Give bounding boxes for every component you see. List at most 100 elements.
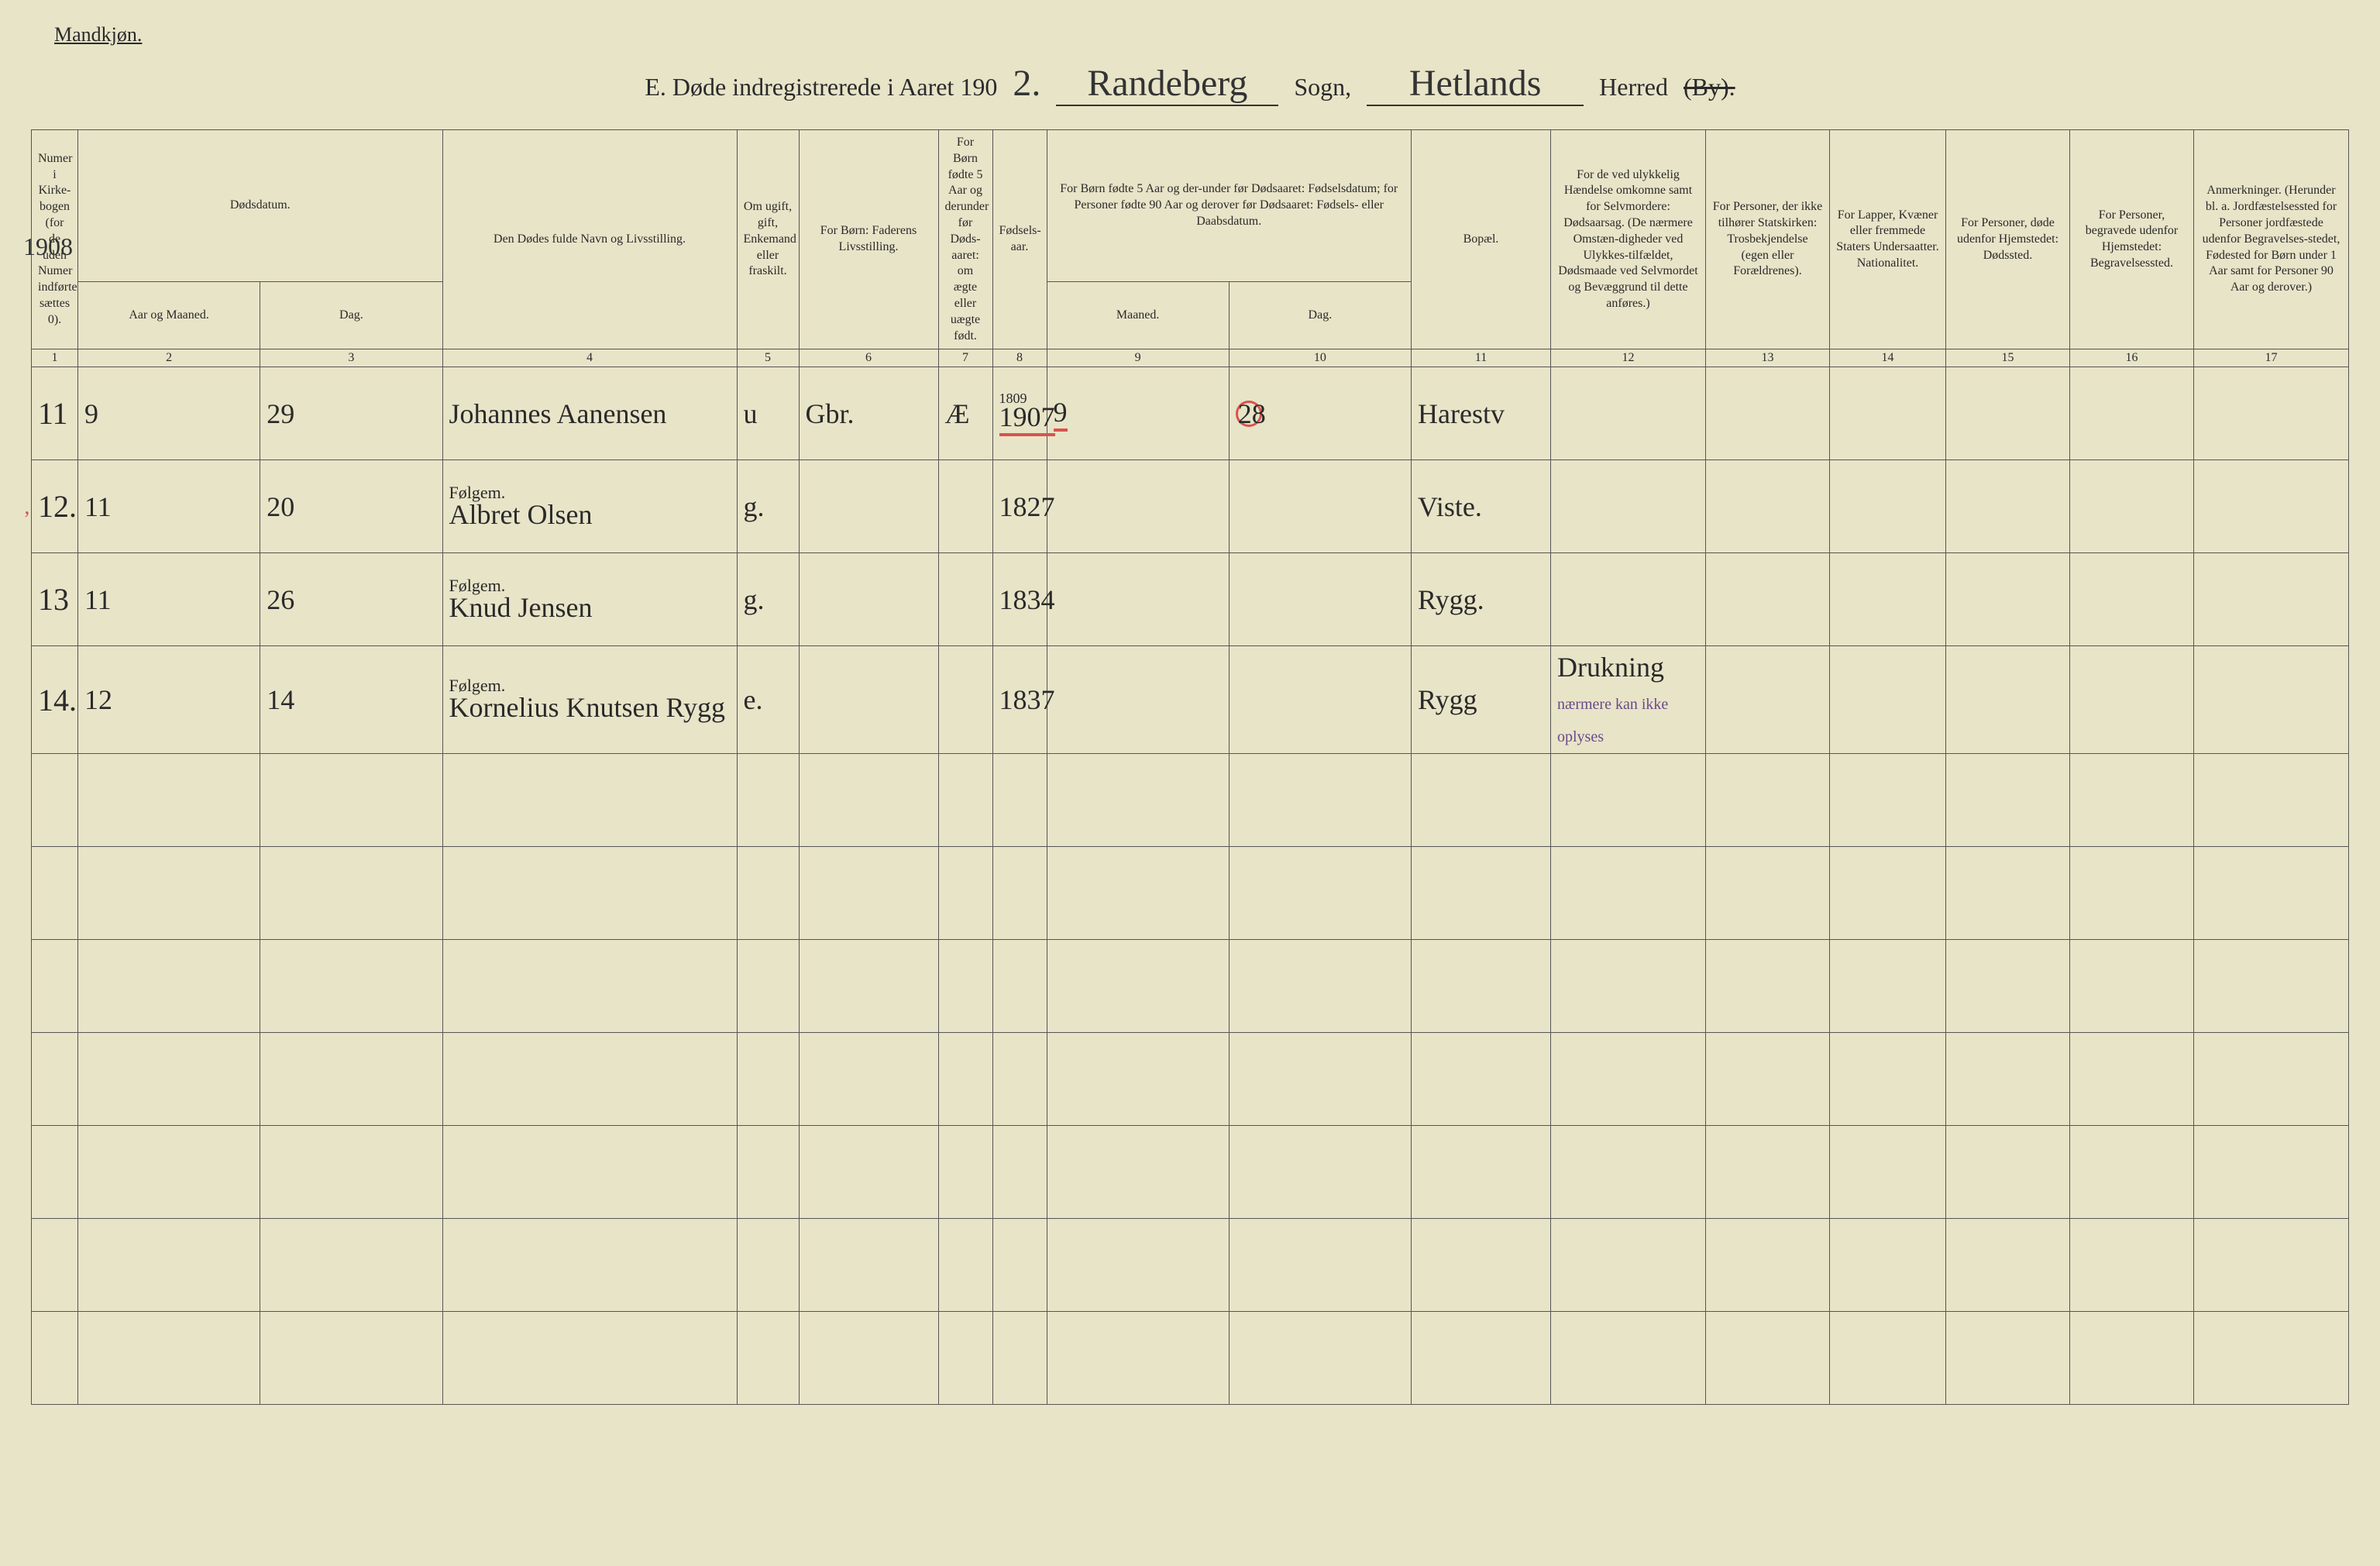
cell-empty <box>32 1033 78 1126</box>
herred-label: Herred <box>1599 73 1668 102</box>
cell-empty <box>1229 940 1411 1033</box>
cell-residence: Rygg. <box>1412 553 1551 646</box>
cell-cause: Drukningnærmere kan ikke oplyses <box>1551 646 1706 754</box>
cell-empty <box>1830 940 1946 1033</box>
cell-empty <box>992 1219 1047 1312</box>
cell-status: u <box>737 367 799 460</box>
cell-empty <box>1830 847 1946 940</box>
cell-birthmonth <box>1047 646 1229 754</box>
col-header-birth-day: Dag. <box>1229 281 1411 349</box>
colnum: 17 <box>2194 349 2349 367</box>
cell-empty <box>2194 1219 2349 1312</box>
cell-empty <box>992 1126 1047 1219</box>
table-body: 11929Johannes AanensenuGbr.Æ18091907928H… <box>32 367 2349 1405</box>
cell-num: 14. <box>32 646 78 754</box>
cell-empty <box>78 847 260 940</box>
cell-birthyear: 1827 <box>992 460 1047 553</box>
cell-day: 14 <box>260 646 442 754</box>
cell-empty <box>1047 754 1229 847</box>
colnum: 9 <box>1047 349 1229 367</box>
cell-empty <box>1946 847 2070 940</box>
cell-empty <box>1830 1126 1946 1219</box>
table-row-empty <box>32 1219 2349 1312</box>
col-header-birthdate-group: For Børn fødte 5 Aar og der-under før Dø… <box>1047 130 1412 282</box>
by-label-struck: (By). <box>1684 73 1735 102</box>
col-header-residence: Bopæl. <box>1412 130 1551 349</box>
cell-deathplace <box>1946 646 2070 754</box>
cell-name: Johannes Aanensen <box>442 367 737 460</box>
col-header-name: Den Dødes fulde Navn og Livsstilling. <box>442 130 737 349</box>
cell-residence: Harestv <box>1412 367 1551 460</box>
cell-empty <box>1412 1126 1551 1219</box>
cell-birthday <box>1229 553 1411 646</box>
cell-empty <box>1706 1312 1830 1405</box>
cell-empty <box>32 1312 78 1405</box>
cell-empty <box>78 1219 260 1312</box>
cell-empty <box>260 847 442 940</box>
cell-empty <box>260 1219 442 1312</box>
cell-empty <box>1830 754 1946 847</box>
column-number-row: 1 2 3 4 5 6 7 8 9 10 11 12 13 14 15 16 1… <box>32 349 2349 367</box>
cell-empty <box>1551 1312 1706 1405</box>
cell-deathplace <box>1946 553 2070 646</box>
cell-empty <box>2070 1126 2194 1219</box>
cell-empty <box>1830 1033 1946 1126</box>
table-row: 131126Følgem.Knud Jenseng.1834Rygg. <box>32 553 2349 646</box>
cell-empty <box>2194 1033 2349 1126</box>
col-header-cause: For de ved ulykkelig Hændelse omkomne sa… <box>1551 130 1706 349</box>
cell-month: 11 <box>78 553 260 646</box>
table-row-empty <box>32 1312 2349 1405</box>
table-row-empty <box>32 1033 2349 1126</box>
cell-num: 13 <box>32 553 78 646</box>
cell-empty <box>2194 1312 2349 1405</box>
cell-month: 9 <box>78 367 260 460</box>
cell-empty <box>1047 847 1229 940</box>
cell-remarks <box>2194 460 2349 553</box>
cell-empty <box>442 1219 737 1312</box>
cell-empty <box>1229 1033 1411 1126</box>
colnum: 15 <box>1946 349 2070 367</box>
cell-nationality <box>1830 646 1946 754</box>
cell-empty <box>938 1312 992 1405</box>
cell-empty <box>1412 940 1551 1033</box>
cell-empty <box>1946 940 2070 1033</box>
cell-empty <box>1551 1219 1706 1312</box>
cell-remarks <box>2194 367 2349 460</box>
cell-empty <box>992 1312 1047 1405</box>
colnum: 8 <box>992 349 1047 367</box>
cell-birthday: 28 <box>1229 367 1411 460</box>
cell-empty <box>1706 1219 1830 1312</box>
cell-empty <box>442 1312 737 1405</box>
cell-religion <box>1706 367 1830 460</box>
cell-empty <box>992 940 1047 1033</box>
cell-empty <box>938 754 992 847</box>
cell-empty <box>1047 1033 1229 1126</box>
colnum: 3 <box>260 349 442 367</box>
cell-empty <box>799 754 938 847</box>
cell-empty <box>78 1033 260 1126</box>
cell-status: g. <box>737 553 799 646</box>
ledger-page: 1908 ʼ Mandkjøn. E. Døde indregistrerede… <box>31 23 2349 1543</box>
cell-birthyear: 18091907 <box>992 367 1047 460</box>
cell-empty <box>78 940 260 1033</box>
cell-empty <box>442 940 737 1033</box>
cell-empty <box>2070 1033 2194 1126</box>
cell-empty <box>1946 1219 2070 1312</box>
cell-empty <box>260 1312 442 1405</box>
cell-cause <box>1551 460 1706 553</box>
table-row: 11929Johannes AanensenuGbr.Æ18091907928H… <box>32 367 2349 460</box>
cell-religion <box>1706 553 1830 646</box>
cell-empty <box>1706 1126 1830 1219</box>
cell-birthmonth: 9 <box>1047 367 1229 460</box>
cell-empty <box>1047 1312 1229 1405</box>
district-name: Hetlands <box>1367 62 1584 106</box>
table-header: Numer i Kirke-bogen (for de uden Numer i… <box>32 130 2349 367</box>
cell-empty <box>1946 1126 2070 1219</box>
cell-empty <box>442 847 737 940</box>
cell-under5: Æ <box>938 367 992 460</box>
cell-empty <box>1551 754 1706 847</box>
cell-empty <box>799 940 938 1033</box>
col-header-death-month: Aar og Maaned. <box>78 281 260 349</box>
table-row-empty <box>32 754 2349 847</box>
cell-empty <box>992 754 1047 847</box>
